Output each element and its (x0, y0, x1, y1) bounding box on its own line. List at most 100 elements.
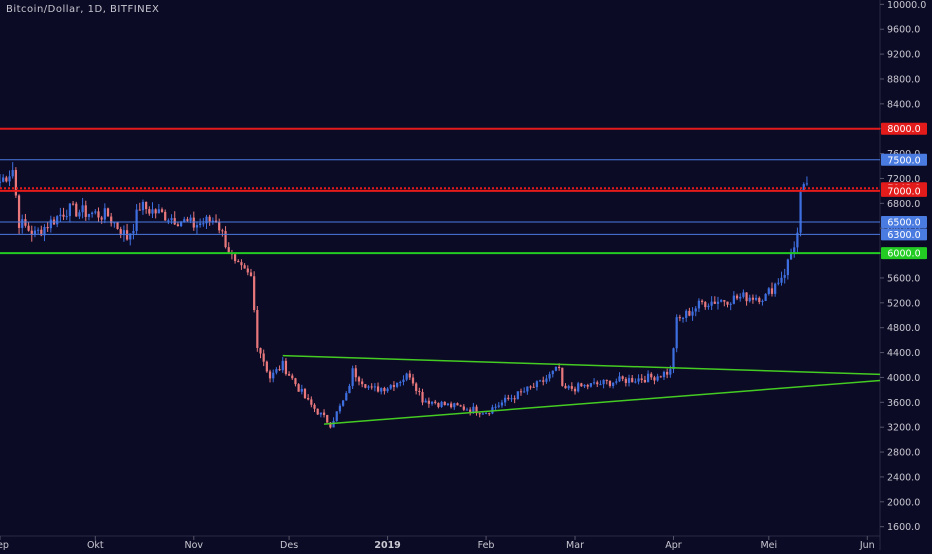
candle-body (542, 380, 545, 382)
candle-body (348, 385, 351, 394)
candle-body (8, 176, 11, 182)
candle-body (437, 402, 440, 407)
candle-body (43, 226, 46, 236)
candle-body (14, 170, 17, 196)
candle-body (313, 404, 316, 409)
candle-body (167, 220, 170, 222)
candle-body (157, 209, 160, 214)
price-tick-label: 6800.0 (887, 199, 920, 210)
price-tick-label: 5200.0 (887, 298, 920, 309)
candle-body (56, 216, 59, 225)
candle-body (183, 219, 186, 222)
candle-body (713, 301, 716, 304)
candle-body (94, 211, 97, 213)
candle-body (561, 367, 564, 386)
time-tick-label: Okt (87, 540, 104, 550)
candle-body (589, 383, 593, 387)
candle-body (685, 310, 688, 318)
candle-body (504, 397, 507, 403)
candle-body (224, 231, 227, 248)
candle-body (259, 347, 262, 354)
candle-body (802, 184, 805, 192)
candle-body (523, 391, 526, 393)
candle-body (49, 219, 52, 229)
candle-body (475, 406, 478, 414)
candle-body (653, 377, 656, 381)
candle-body (275, 369, 278, 373)
candle-body (319, 412, 322, 415)
candle-body (291, 375, 294, 379)
candle-body (237, 260, 240, 263)
candle-body (700, 300, 704, 303)
candle-body (583, 384, 586, 387)
candle-body (361, 381, 364, 385)
candle-body (262, 353, 265, 362)
candle-body (284, 360, 288, 375)
candle-body (618, 376, 621, 382)
candle-body (154, 209, 157, 214)
price-tag (881, 184, 927, 197)
time-tick-label: 2019 (374, 540, 400, 550)
price-tag-label: 7000.0 (887, 186, 920, 197)
candle-body (338, 405, 342, 412)
candle-body (11, 170, 14, 177)
candle-body (316, 408, 319, 415)
candle-body (723, 300, 726, 302)
candle-body (170, 218, 173, 221)
candle-body (297, 384, 300, 392)
candle-body (192, 217, 195, 228)
candle-body (592, 382, 596, 384)
candle-body (402, 379, 405, 382)
candle-body (716, 301, 720, 304)
candle-body (138, 209, 141, 211)
candle-body (507, 397, 510, 399)
price-tag (881, 215, 927, 228)
candle-body (742, 292, 745, 297)
candle-body (335, 411, 338, 421)
candle-body (100, 217, 103, 220)
candle-body (777, 282, 780, 284)
price-tick-label: 3600.0 (887, 398, 920, 409)
candle-body (551, 370, 554, 375)
candle-body (681, 317, 685, 319)
candle-body (675, 317, 678, 349)
candle-body (176, 224, 180, 227)
candle-body (532, 386, 535, 388)
candle-body (761, 300, 764, 303)
price-tick-label: 5600.0 (887, 273, 920, 284)
candle-body (364, 384, 367, 388)
candle-body (443, 401, 446, 406)
candle-body (599, 384, 602, 386)
candle-body (408, 373, 411, 378)
candle-body (87, 214, 91, 217)
price-tick-label: 8400.0 (887, 99, 920, 110)
candle-body (17, 195, 21, 228)
candle-body (735, 295, 739, 299)
candle-body (65, 216, 68, 218)
trendlines (282, 354, 881, 425)
candle-body (751, 297, 755, 300)
candle-body (764, 293, 767, 301)
candle-body (46, 226, 49, 229)
candle-body (84, 205, 87, 217)
candle-body (726, 301, 729, 305)
candle-body (488, 413, 491, 415)
candle-body (233, 254, 237, 261)
price-tick-label: 7200.0 (887, 174, 920, 185)
candle-body (246, 268, 249, 273)
trendline (323, 379, 881, 425)
candle-body (484, 413, 488, 415)
candle-body (570, 386, 573, 389)
candle-body (341, 400, 345, 406)
candle-body (596, 382, 599, 385)
candle-body (265, 361, 268, 372)
chart-title: Bitcoin/Dollar, 1D, BITFINEX (6, 4, 160, 15)
candle-body (481, 413, 484, 415)
candle-body (110, 216, 113, 224)
candle-body (122, 230, 126, 236)
candle-body (399, 381, 402, 383)
candle-body (380, 388, 383, 392)
candle-body (300, 388, 303, 392)
candle-body (659, 376, 662, 378)
